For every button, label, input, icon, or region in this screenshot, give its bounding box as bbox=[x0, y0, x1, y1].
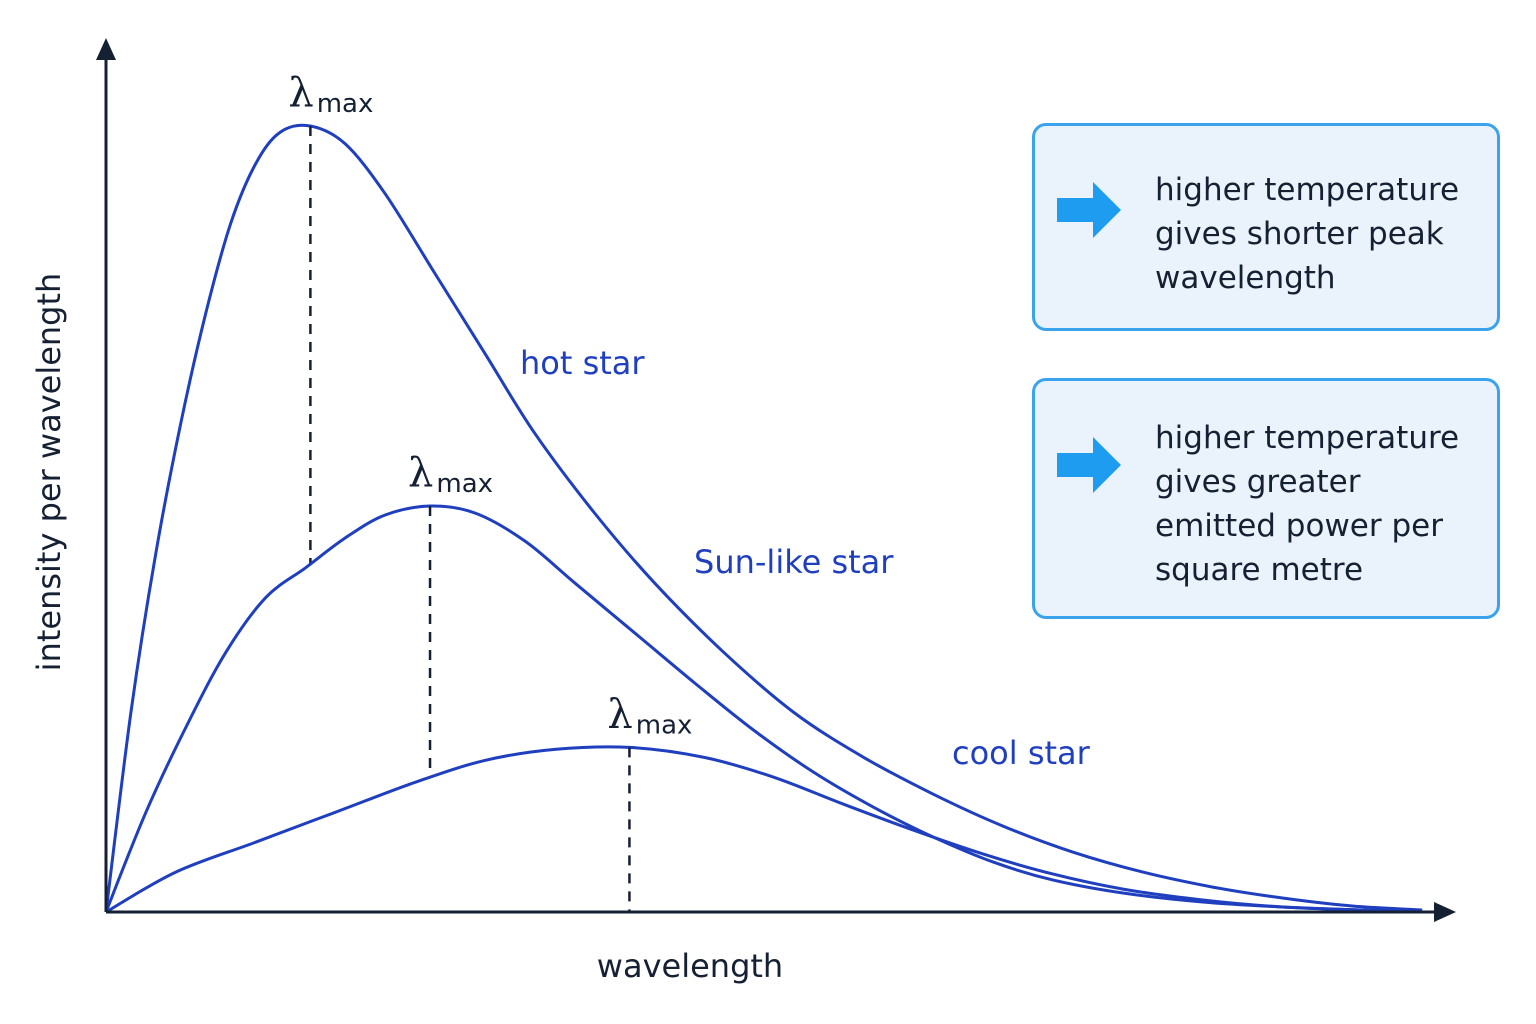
series-line-sun-like-star bbox=[104, 504, 1423, 913]
lambda-max-label-cool-star: λ max bbox=[607, 691, 692, 740]
y-axis-title: intensity per wavelength bbox=[30, 273, 68, 672]
series-label-hot-star: hot star bbox=[520, 344, 645, 382]
right-arrow-icon bbox=[1057, 182, 1121, 238]
lambda-max-label-hot-star: λ max bbox=[288, 70, 373, 119]
x-axis-arrowhead bbox=[1434, 902, 1456, 922]
right-arrow-icon bbox=[1057, 437, 1121, 493]
x-axis-title: wavelength bbox=[597, 947, 783, 985]
callout-box-emitted-power: higher temperature gives greater emitted… bbox=[1032, 378, 1500, 619]
lambda-max-label-sun-like-star: λ max bbox=[408, 450, 493, 499]
axes bbox=[96, 38, 1456, 922]
series-line-cool-star bbox=[105, 745, 1423, 914]
callout-box-peak-wavelength: higher temperature gives shorter peak wa… bbox=[1032, 123, 1500, 331]
y-axis-arrowhead bbox=[96, 38, 116, 60]
series-label-cool-star: cool star bbox=[952, 734, 1091, 772]
series-label-sun-like-star: Sun-like star bbox=[694, 543, 894, 581]
series-line-hot-star bbox=[104, 123, 1423, 913]
callout-text-emitted-power: higher temperature gives greater emitted… bbox=[1155, 420, 1460, 588]
curves-layer bbox=[104, 123, 1423, 914]
callout-text-peak-wavelength: higher temperature gives shorter peak wa… bbox=[1155, 172, 1460, 296]
labels-layer: λ max hot star λ max Sun-like star λ max cool st… bbox=[288, 70, 1090, 772]
